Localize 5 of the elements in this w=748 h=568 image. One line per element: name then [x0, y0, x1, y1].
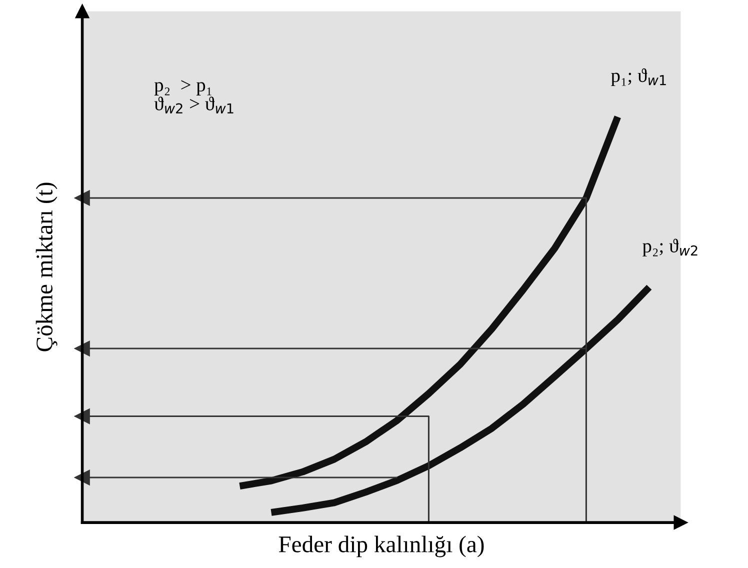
- series-label: p₂; ϑ$_{w2}$: [642, 238, 698, 256]
- x-axis-title: Feder dip kalınlığı (a): [278, 536, 484, 558]
- series-label: p₁; ϑ$_{w1}$: [611, 68, 666, 86]
- y-axis-title: Çökme miktarı (t): [36, 182, 58, 352]
- text: p₂ > p₁ ϑ$_{w2}$ > ϑ$_{w1}$: [154, 80, 234, 114]
